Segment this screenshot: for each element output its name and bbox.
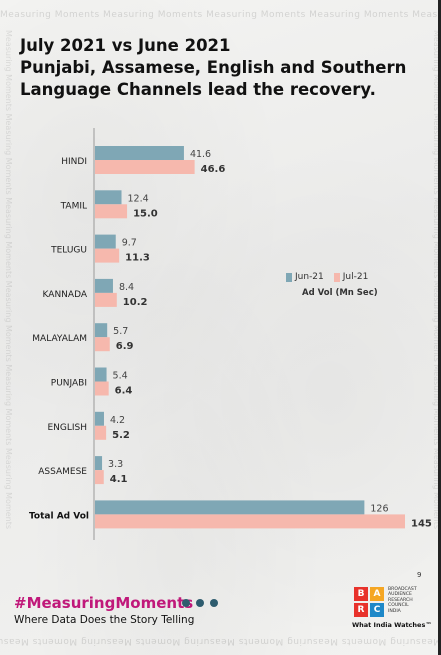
bar-jul [95, 160, 195, 174]
bar-jul [95, 470, 104, 485]
bars-group: HINDI 41.6 46.6 TAMIL 12.4 15.0 TELUGU 9.7 11.3 K… [29, 146, 432, 529]
barc-tagline: What India Watches™ [352, 621, 432, 629]
legend-item-jun: Jun-21 [286, 272, 324, 282]
title-line-3: Language Channels lead the recovery. [20, 80, 376, 99]
value-label-jun: 4.2 [110, 415, 125, 426]
bar-chart: HINDI 41.6 46.6 TAMIL 12.4 15.0 TELUGU 9.7 11.3 K… [29, 128, 432, 540]
bar-jun [95, 411, 104, 426]
dot-icon [182, 599, 190, 607]
value-label-jun: 5.7 [113, 326, 128, 337]
value-label-jun: 5.4 [113, 371, 128, 382]
bar-jul [95, 248, 120, 263]
bar-jun [95, 234, 116, 249]
barc-letter-b: B [354, 587, 368, 601]
barc-org-name: BROADCAST AUDIENCE RESEARCH COUNCIL INDI… [388, 587, 428, 614]
category-label: TAMIL [60, 201, 87, 211]
value-label-jul: 6.4 [115, 386, 133, 397]
legend-swatch-jun [286, 272, 292, 282]
barc-org-line: BROADCAST [388, 587, 417, 592]
title-line-1: July 2021 vs June 2021 [20, 36, 231, 55]
bar-jun [95, 456, 103, 471]
barc-org-line: AUDIENCE [388, 592, 412, 598]
category-label: PUNJABI [51, 379, 87, 389]
barc-letter-a: A [370, 587, 384, 601]
legend-item-jul: Jul-21 [333, 272, 369, 282]
dot-icon [210, 599, 218, 607]
category-label: ASSAMESE [38, 467, 87, 477]
value-label-jul: 6.9 [116, 341, 134, 352]
barc-org-line: COUNCIL [388, 603, 409, 609]
legend-label-jun: Jun-21 [295, 272, 324, 282]
title-line-2: Punjabi, Assamese, English and Southern [20, 58, 407, 77]
legend-unit: Ad Vol (Mn Sec) [302, 288, 378, 298]
right-edge-border [438, 0, 441, 655]
value-label-jun: 3.3 [108, 459, 123, 470]
bar-jul [95, 514, 405, 529]
legend-swatch-jul [333, 272, 340, 282]
category-label: KANNADA [43, 290, 88, 300]
barc-letter-r: R [354, 603, 368, 617]
bar-jun [95, 278, 113, 293]
watermark-right: Measuring Moments Measuring Moments Meas… [432, 30, 441, 530]
bar-jul [95, 381, 109, 396]
watermark-left: Measuring Moments Measuring Moments Meas… [4, 30, 13, 530]
hashtag-text: #MeasuringMoments [14, 594, 194, 612]
value-label-jun: 126 [370, 503, 388, 514]
watermark-bottom: Measuring Moments Measuring Moments Meas… [0, 636, 441, 646]
bar-jul [95, 337, 110, 352]
value-label-jul: 145 [411, 518, 432, 529]
bar-jul [95, 204, 128, 219]
bar-jun [95, 500, 365, 515]
bar-jul [95, 292, 117, 307]
page-number: 9 [417, 571, 422, 579]
value-label-jul: 5.2 [112, 430, 130, 441]
category-label: Total Ad Vol [29, 511, 89, 521]
value-label-jul: 4.1 [110, 474, 128, 485]
barc-letter-grid: B A R C [354, 587, 384, 617]
value-label-jul: 11.3 [125, 253, 150, 264]
bar-jun [95, 146, 184, 160]
barc-org-line: INDIA [388, 608, 401, 614]
bar-jul [95, 425, 107, 440]
barc-org-line: RESEARCH [388, 597, 413, 603]
category-label: ENGLISH [47, 423, 87, 433]
bar-jun [95, 367, 107, 382]
legend: Jun-21 Jul-21 Ad Vol (Mn Sec) [286, 272, 378, 298]
value-label-jun: 41.6 [190, 149, 211, 160]
value-label-jun: 12.4 [128, 193, 149, 204]
value-label-jul: 46.6 [201, 164, 226, 175]
watermark-top: Measuring Moments Measuring Moments Meas… [0, 10, 441, 20]
footer-tagline: Where Data Does the Story Telling [14, 614, 195, 626]
value-label-jul: 15.0 [133, 208, 158, 219]
chart-title: July 2021 vs June 2021 Punjabi, Assamese… [20, 35, 435, 101]
dots-decoration [182, 599, 218, 607]
category-label: MALAYALAM [32, 334, 87, 344]
barc-logo: B A R C BROADCAST AUDIENCE RESEARCH COUN… [352, 587, 432, 629]
category-label: TELUGU [50, 246, 87, 256]
legend-label-jul: Jul-21 [342, 272, 369, 282]
dot-icon [196, 599, 204, 607]
value-label-jun: 8.4 [119, 282, 134, 293]
value-label-jun: 9.7 [122, 238, 137, 249]
category-label: HINDI [61, 157, 87, 167]
bar-jun [95, 323, 108, 338]
barc-letter-c: C [370, 603, 384, 617]
value-label-jul: 10.2 [123, 297, 148, 308]
bar-jun [95, 190, 122, 205]
